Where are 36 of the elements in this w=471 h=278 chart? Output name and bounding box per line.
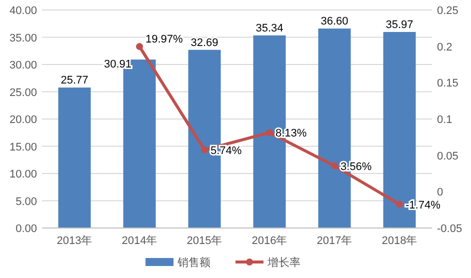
- data-label: 32.69: [190, 36, 218, 49]
- data-label: 35.34: [256, 22, 284, 34]
- point: [266, 129, 273, 136]
- y2-tick-label: 0: [437, 186, 444, 199]
- y-tick-label: 15.00: [9, 141, 37, 154]
- y-tick-label: 35.00: [9, 32, 37, 44]
- x-tick-label: 2016年: [252, 235, 288, 247]
- x-tick-label: 2013年: [56, 235, 92, 247]
- y-tick-label: 10.00: [9, 168, 37, 180]
- data-label: 36.60: [320, 16, 348, 28]
- point: [331, 162, 338, 170]
- x-tick-label: 2018年: [382, 235, 418, 247]
- y2-tick-label: 0.2: [437, 41, 452, 54]
- legend-label: 销售额: [176, 256, 210, 269]
- y2-tick-label: 0.05: [437, 150, 458, 162]
- x-tick-label: 2014年: [122, 235, 158, 247]
- point: [136, 43, 143, 50]
- x-tick-label: 2017年: [316, 235, 352, 247]
- data-label: 25.77: [60, 74, 88, 87]
- y2-tick-label: 0.15: [437, 78, 458, 90]
- y-tick-label: 25.00: [9, 86, 37, 99]
- y-tick-label: 5.00: [16, 196, 37, 208]
- point: [396, 200, 403, 208]
- data-label: 35.97: [386, 18, 414, 31]
- x-tick-label: 2015年: [186, 235, 222, 247]
- y-tick-label: 20.00: [9, 114, 37, 126]
- y2-tick-label: 0.1: [437, 114, 452, 126]
- y-tick-label: 0.00: [16, 223, 37, 235]
- point: [201, 146, 208, 154]
- y2-tick-label: -0.05: [437, 223, 462, 235]
- bar: [58, 88, 91, 228]
- y-tick-label: 30.00: [9, 60, 37, 72]
- legend-label: 增长率: [266, 256, 300, 269]
- y-tick-label: 40.00: [9, 5, 37, 17]
- data-label: 19.97%: [146, 34, 184, 46]
- y2-tick-label: 0.25: [437, 5, 458, 17]
